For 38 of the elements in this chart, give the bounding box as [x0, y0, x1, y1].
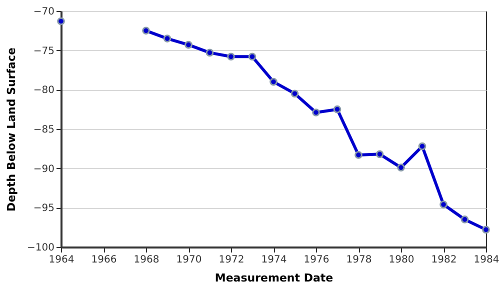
- point: [440, 200, 448, 208]
- point: [142, 26, 150, 35]
- y-tick-label: −70: [33, 6, 54, 18]
- point: [460, 216, 469, 224]
- point: [206, 48, 214, 57]
- point: [227, 52, 235, 61]
- x-tick-label: 1978: [346, 254, 372, 266]
- point: [57, 17, 65, 26]
- point: [248, 52, 256, 61]
- x-axis-title: Measurement Date: [214, 272, 334, 284]
- point: [290, 90, 299, 98]
- x-tick-label: 1974: [261, 254, 287, 266]
- y-tick-label: −100: [27, 242, 54, 254]
- y-tick-label: −85: [33, 124, 54, 136]
- point: [354, 151, 362, 159]
- point: [163, 34, 172, 42]
- point: [482, 226, 490, 234]
- x-tick-label: 1976: [304, 254, 330, 266]
- y-tick-label: −90: [33, 164, 54, 175]
- y-tick-label: −95: [33, 203, 54, 214]
- x-tick-label: 1972: [218, 254, 244, 266]
- x-tick-label: 1980: [388, 254, 414, 266]
- x-tick-label: 1964: [48, 254, 74, 266]
- point: [312, 108, 320, 116]
- point: [376, 150, 384, 158]
- x-tick-label: 1968: [134, 254, 160, 266]
- y-tick-label: −75: [33, 46, 54, 57]
- x-tick-label: 1970: [176, 254, 202, 266]
- point: [270, 78, 278, 86]
- point: [418, 142, 426, 150]
- point: [397, 164, 405, 172]
- y-tick-label: −80: [33, 85, 54, 96]
- y-axis-title: Depth Below Land Surface: [5, 48, 18, 212]
- x-tick-label: 1966: [91, 254, 117, 266]
- point: [333, 105, 342, 114]
- point: [184, 40, 192, 49]
- x-tick-label: 1982: [431, 254, 457, 266]
- x-tick-label: 1984: [474, 254, 500, 266]
